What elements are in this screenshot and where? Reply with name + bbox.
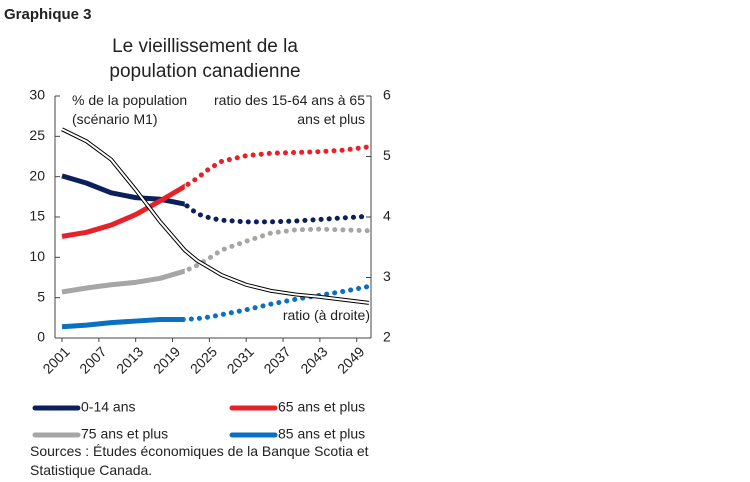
y-tick-label: 15 bbox=[29, 208, 45, 224]
y-tick-label: 20 bbox=[29, 167, 45, 183]
y2-tick-label: 6 bbox=[383, 87, 391, 103]
y-tick-label: 25 bbox=[29, 127, 45, 143]
x-tick-label: 2019 bbox=[150, 343, 183, 376]
legend-label: 65 ans et plus bbox=[278, 399, 365, 415]
header: Graphique 3 bbox=[4, 6, 92, 23]
y2-annotation: ratio des 15-64 ans à 65 ans et plus bbox=[214, 92, 365, 127]
series-line bbox=[61, 173, 185, 208]
series-line-projection bbox=[184, 144, 372, 190]
x-tick-label: 2049 bbox=[334, 343, 367, 376]
y2-tick-label: 5 bbox=[383, 147, 391, 163]
y2-tick-label: 4 bbox=[383, 208, 391, 224]
legend-label: 0-14 ans bbox=[81, 399, 135, 415]
source: Sources : Études économiques de la Banqu… bbox=[30, 443, 369, 478]
x-tick-label: 2031 bbox=[224, 343, 257, 376]
x-tick-label: 2043 bbox=[297, 343, 330, 376]
x-tick-label: 2007 bbox=[76, 343, 109, 376]
series-line-projection bbox=[184, 201, 372, 225]
series-line bbox=[61, 316, 185, 330]
ratio-line bbox=[61, 128, 370, 304]
y-tick-label: 0 bbox=[37, 329, 45, 345]
series-line bbox=[61, 183, 185, 239]
chart-title: Le vieillissement de la population canad… bbox=[109, 36, 301, 82]
y-tick-label: 10 bbox=[29, 248, 45, 264]
legend-label: 75 ans et plus bbox=[81, 426, 168, 442]
y-tick-label: 30 bbox=[29, 87, 45, 103]
line-annotation: ratio (à droite) bbox=[282, 307, 370, 323]
y-annotation: % de la population (scénario M1) bbox=[72, 92, 188, 127]
series-line-projection bbox=[184, 226, 372, 274]
legend-label: 85 ans et plus bbox=[278, 426, 365, 442]
y2-tick-label: 2 bbox=[383, 329, 391, 345]
ratio-line-outline bbox=[61, 127, 370, 305]
y2-tick-label: 3 bbox=[383, 268, 391, 284]
series-line bbox=[61, 268, 185, 295]
y-tick-label: 5 bbox=[37, 288, 45, 304]
x-tick-label: 2013 bbox=[113, 343, 146, 376]
x-tick-label: 2001 bbox=[39, 343, 72, 376]
x-tick-label: 2037 bbox=[260, 343, 293, 376]
x-tick-label: 2025 bbox=[187, 343, 220, 376]
